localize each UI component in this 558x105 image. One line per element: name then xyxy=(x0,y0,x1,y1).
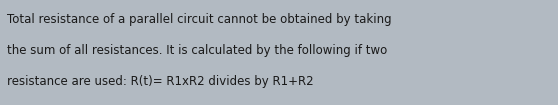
Text: Total resistance of a parallel circuit cannot be obtained by taking: Total resistance of a parallel circuit c… xyxy=(7,13,391,26)
Text: resistance are used: R(t)= R1xR2 divides by R1+R2: resistance are used: R(t)= R1xR2 divides… xyxy=(7,75,314,88)
Text: the sum of all resistances. It is calculated by the following if two: the sum of all resistances. It is calcul… xyxy=(7,44,387,57)
